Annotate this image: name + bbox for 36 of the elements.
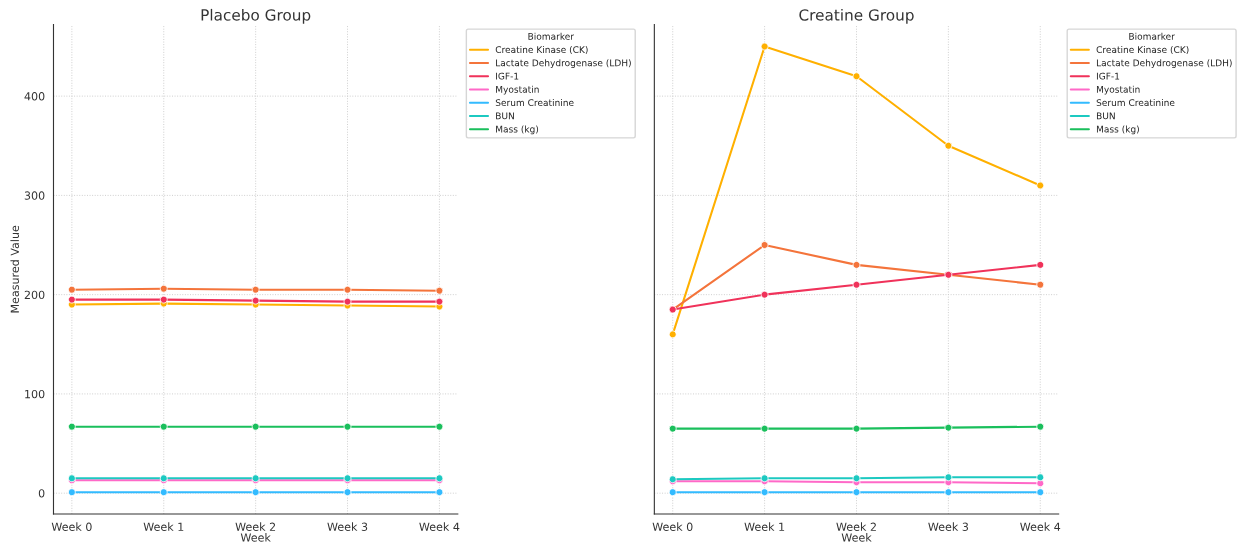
- x-tick-label: Week 4: [1020, 522, 1061, 531]
- x-tick-label: Week 2: [836, 522, 876, 531]
- legend-label: Serum Creatinine: [1096, 99, 1175, 107]
- legend-title: Biomarker: [1129, 32, 1175, 40]
- y-tick-label: 400: [24, 92, 45, 101]
- x-tick-label: Week 0: [652, 522, 693, 531]
- y-tick-label: 0: [38, 489, 45, 498]
- chart-title: Creatine Group: [799, 8, 914, 24]
- legend-label: Serum Creatinine: [495, 99, 574, 107]
- legend-label: Mass (kg): [496, 125, 539, 135]
- x-axis-title: Week: [841, 533, 872, 542]
- y-axis-title: Measured Value: [10, 225, 20, 313]
- legend-label: IGF-1: [496, 72, 519, 80]
- legend-label: Creatine Kinase (CK): [495, 46, 588, 55]
- legend-label: Creatine Kinase (CK): [1096, 46, 1189, 55]
- x-tick-label: Week 1: [143, 522, 184, 531]
- y-tick-label: 100: [25, 389, 45, 399]
- legend-label: Myostatin: [1096, 85, 1140, 95]
- x-axis-title: Week: [240, 533, 271, 542]
- x-tick-label: Week 4: [419, 522, 460, 531]
- y-tick-label: 300: [24, 191, 45, 200]
- chart-title: Placebo Group: [201, 8, 311, 24]
- legend-label: Lactate Dehydrogenase (LDH): [1096, 59, 1232, 69]
- legend-label: Myostatin: [496, 85, 539, 95]
- x-tick-label: Week 1: [744, 522, 785, 531]
- x-tick-label: Week 2: [235, 522, 276, 531]
- x-tick-label: Week 3: [928, 522, 969, 531]
- legend-label: BUN: [1096, 112, 1115, 120]
- legend-label: Mass (kg): [1096, 125, 1139, 135]
- x-tick-label: Week 0: [51, 522, 92, 531]
- legend-label: IGF-1: [1096, 72, 1120, 80]
- x-tick-label: Week 3: [327, 522, 368, 531]
- y-tick-label: 200: [24, 290, 45, 300]
- legend-title: Biomarker: [528, 32, 574, 40]
- legend-label: BUN: [496, 112, 514, 120]
- legend-label: Lactate Dehydrogenase (LDH): [496, 59, 631, 69]
